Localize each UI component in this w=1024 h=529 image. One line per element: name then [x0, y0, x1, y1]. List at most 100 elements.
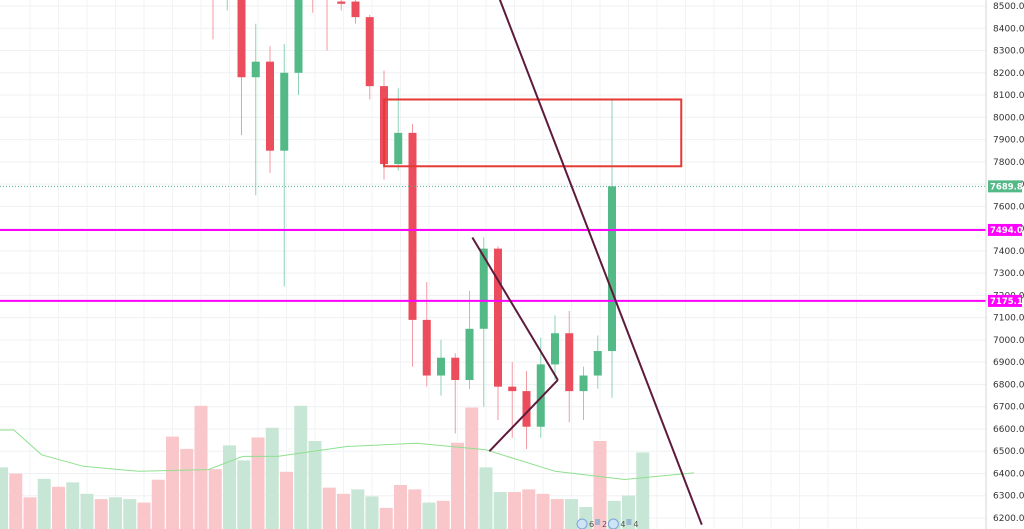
y-tick-label: 8500.0 [993, 2, 1024, 12]
volume-bar [351, 489, 365, 529]
candle-body [251, 61, 260, 78]
zone-rectangle[interactable] [383, 98, 683, 168]
volume-bar [23, 497, 37, 529]
candle-body [451, 357, 460, 380]
horizontal-levels[interactable] [0, 185, 986, 302]
trendline-0[interactable] [498, 0, 703, 526]
price-axis[interactable]: 6200.0 6300.0 6400.0 6500.0 6600.0 6700.0 6800… [985, 0, 1024, 529]
y-tick-label: 6500.0 [993, 447, 1024, 457]
candle-body [522, 391, 531, 427]
y-tick-label: 6700.0 [993, 403, 1024, 413]
candle-body [237, 0, 246, 78]
candle-body [508, 386, 517, 392]
y-tick-label: 6900.0 [993, 358, 1024, 368]
volume-bar [280, 471, 293, 529]
volume-bar [365, 496, 379, 529]
candle-body [422, 319, 431, 376]
candle-body [608, 186, 616, 352]
volume-bar [337, 493, 350, 529]
volume-bar [451, 442, 464, 529]
trendlines[interactable] [471, 0, 703, 526]
volume-bar [151, 479, 165, 529]
volume-bar [66, 482, 80, 529]
y-tick-label: 7600.0 [993, 202, 1024, 212]
candle-body [437, 357, 445, 376]
volume-bar [479, 467, 493, 529]
y-tick-label: 7100.0 [993, 314, 1024, 324]
candle-body [365, 17, 374, 87]
event-icon [607, 518, 619, 529]
level-badge-1: 7175.1 [990, 297, 1023, 307]
y-tick-label: 6600.0 [993, 425, 1024, 435]
candle-body [579, 375, 588, 392]
y-tick-label: 6400.0 [993, 469, 1024, 479]
volume-bar [322, 487, 336, 529]
candle-body [394, 132, 403, 165]
candle-body [465, 328, 474, 380]
volume-bar [180, 448, 194, 529]
volume-bar [37, 478, 51, 529]
volume-bar [565, 499, 578, 529]
volume-bar [208, 469, 222, 529]
volume-bar [52, 486, 65, 529]
candle-body [351, 1, 360, 18]
volume-bar [80, 493, 94, 529]
volume-bar [493, 492, 507, 529]
volume-bar [536, 493, 550, 529]
volume-bar [636, 452, 650, 529]
resistance-zone[interactable] [383, 98, 683, 168]
volume-bar [109, 497, 122, 529]
event-count-a: 4 [620, 520, 625, 529]
event-count-a: 6 [589, 520, 594, 529]
y-tick-label: 8400.0 [993, 24, 1024, 34]
volume-bar [194, 405, 208, 529]
candle-body [494, 248, 502, 387]
volume-bar [9, 473, 23, 529]
event-flag-icon [626, 519, 632, 525]
y-tick-label: 6200.0 [993, 514, 1024, 524]
y-tick-label: 6300.0 [993, 492, 1024, 502]
candle-body [337, 1, 346, 4]
event-count-b: 2 [602, 520, 607, 529]
volume-bar [422, 502, 436, 529]
level-badge-0: 7494.0 [990, 226, 1023, 236]
y-tick-label: 8200.0 [993, 69, 1024, 79]
volume-bar [550, 499, 564, 529]
trendline-2[interactable] [488, 379, 559, 452]
volume-bar [123, 499, 137, 529]
volume-bar [436, 500, 450, 529]
y-tick-label: 8000.0 [993, 113, 1024, 123]
candle-body [294, 0, 303, 73]
candle-body [479, 248, 488, 329]
candle-body [408, 132, 417, 320]
volume-bar [0, 467, 8, 529]
y-tick-label: 6800.0 [993, 380, 1024, 390]
last-price-badge-bg [988, 180, 1022, 193]
y-tick-label: 8100.0 [993, 91, 1024, 101]
volume-bar [294, 405, 308, 529]
volume-bar [522, 489, 536, 529]
volume-bar [94, 499, 108, 529]
axis-background [986, 0, 1024, 529]
volume-bar [379, 507, 393, 529]
level-badge-0-bg [988, 223, 1022, 236]
volume-bar [593, 441, 607, 529]
volume-bar [465, 407, 479, 529]
volume-bar [166, 436, 179, 529]
y-tick-label: 7300.0 [993, 269, 1024, 279]
volume-bar [622, 495, 635, 529]
trendline-1[interactable] [471, 236, 559, 381]
volume-bar [223, 445, 236, 529]
volume-bar [308, 441, 322, 529]
candle-body [551, 333, 559, 365]
volume-ma-line [0, 429, 695, 481]
volume-moving-average [0, 429, 695, 481]
y-tick-label: 7800.0 [993, 158, 1024, 168]
candle-body [266, 61, 274, 151]
y-tick-label: 7400.0 [993, 247, 1024, 257]
y-tick-label: 7900.0 [993, 136, 1024, 146]
